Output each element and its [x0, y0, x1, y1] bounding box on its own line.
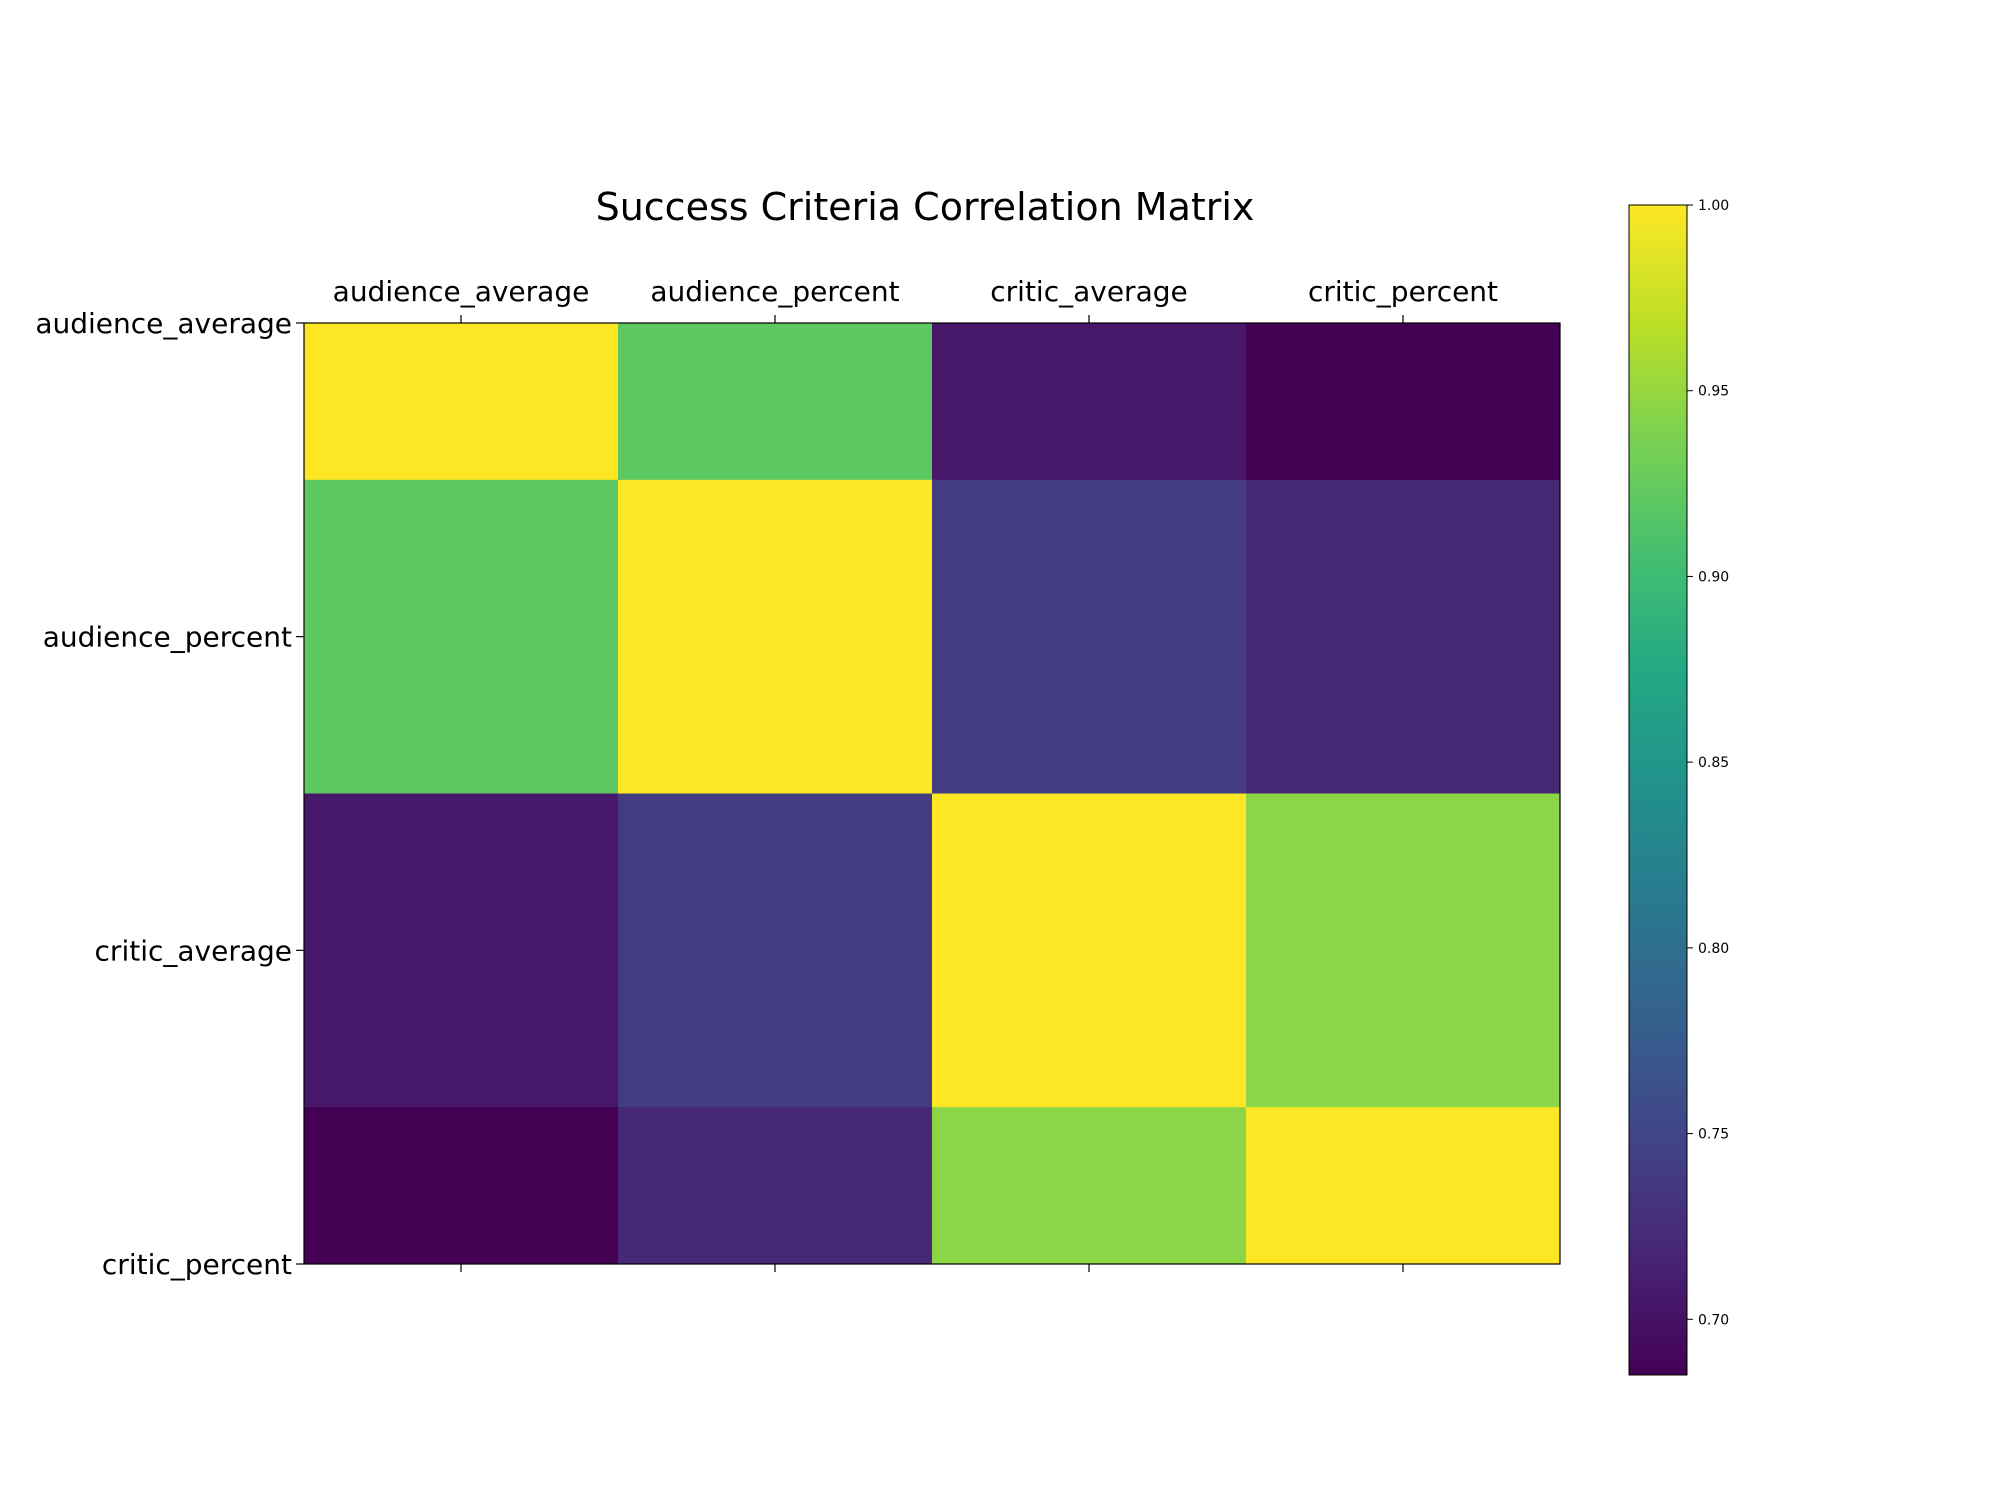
heatmap-cells	[303, 322, 1561, 1265]
colorbar-ticks: 0.70 0.75 0.80 0.85 0.90 0.95 1.00	[1687, 198, 1729, 1328]
heatmap-cell	[304, 1107, 619, 1265]
y-tick-label: audience_percent	[43, 621, 292, 654]
colorbar-tick-label: 0.75	[1698, 1127, 1729, 1143]
colorbar-tick-label: 0.90	[1698, 569, 1729, 585]
x-tick-label: critic_percent	[1308, 275, 1498, 308]
heatmap-cell	[1246, 479, 1561, 794]
heatmap-cell	[932, 479, 1247, 794]
heatmap-cell	[618, 323, 933, 481]
colorbar-tick-label: 1.00	[1698, 198, 1729, 214]
x-tick-label: critic_average	[990, 275, 1187, 308]
x-axis-ticks: audience_average audience_percent critic_a…	[333, 275, 1498, 1272]
heatmap-cell	[618, 479, 933, 794]
heatmap-cell	[1246, 793, 1561, 1108]
y-axis-ticks: audience_average audience_percent critic_a…	[35, 307, 304, 1281]
x-tick-label: audience_percent	[650, 275, 899, 308]
heatmap-cell	[304, 323, 619, 481]
x-tick-label: audience_average	[333, 275, 590, 308]
heatmap-cell	[618, 1107, 933, 1265]
colorbar	[1628, 204, 1688, 1376]
colorbar-tick-label: 0.95	[1698, 384, 1729, 400]
colorbar-tick-label: 0.85	[1698, 755, 1729, 771]
y-tick-label: audience_average	[35, 307, 292, 340]
heatmap-cell	[1246, 1107, 1561, 1265]
heatmap-cell	[618, 793, 933, 1108]
chart-title: Success Criteria Correlation Matrix	[596, 185, 1255, 229]
colorbar-tick-label: 0.80	[1698, 941, 1729, 957]
heatmap-cell	[304, 479, 619, 794]
y-tick-label: critic_percent	[102, 1248, 292, 1281]
heatmap-cell	[932, 1107, 1247, 1265]
heatmap-frame	[303, 322, 1561, 1265]
y-tick-label: critic_average	[95, 934, 292, 967]
heatmap-cell	[304, 793, 619, 1108]
heatmap-cell	[932, 793, 1247, 1108]
heatmap-cell	[932, 323, 1247, 481]
heatmap-cell	[1246, 323, 1561, 481]
colorbar-tick-label: 0.70	[1698, 1312, 1729, 1328]
